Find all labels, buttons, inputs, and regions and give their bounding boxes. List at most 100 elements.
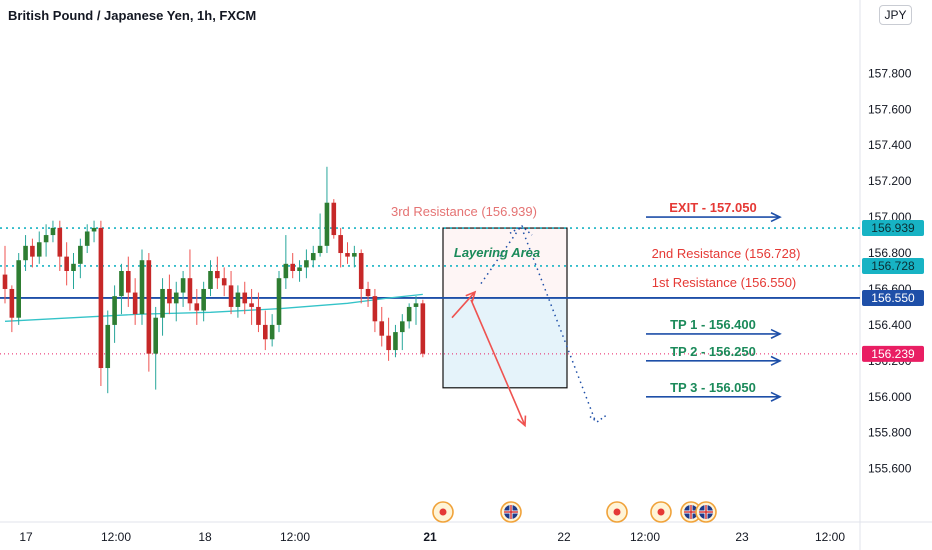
exit-arrow-head — [770, 212, 782, 223]
candle-body — [297, 267, 302, 271]
candle-body — [126, 271, 131, 293]
candle-body — [9, 288, 15, 318]
candle-body — [283, 263, 289, 279]
projection-dotted-path — [480, 224, 596, 421]
price-tag-r3-text: 156.939 — [871, 221, 915, 235]
projection-arrows — [451, 212, 782, 428]
candle-body — [276, 278, 282, 325]
tp2-label: TP 2 - 156.250 — [670, 344, 756, 359]
candle-body — [290, 263, 295, 271]
candle-body — [160, 288, 165, 318]
candle-body — [201, 288, 206, 311]
candle-body — [263, 324, 268, 340]
y-tick-label: 157.600 — [868, 102, 912, 116]
resistance-3-label: 3rd Resistance (156.939) — [391, 204, 537, 219]
candle-body — [173, 292, 179, 304]
candle-body — [167, 288, 172, 304]
x-tick-label: 12:00 — [630, 530, 660, 544]
candle-body — [221, 278, 227, 286]
x-tick-label: 17 — [19, 530, 33, 544]
candle-body — [78, 245, 83, 264]
candle-body — [228, 285, 234, 307]
candle-body — [345, 253, 350, 257]
candle-body — [242, 292, 248, 304]
candle-body — [208, 271, 213, 289]
y-tick-label: 157.400 — [868, 138, 912, 152]
x-axis: 17 12:00 18 12:00 21 22 12:00 23 12:00 — [19, 530, 845, 544]
x-tick-label: 12:00 — [280, 530, 310, 544]
resistance-2-label: 2nd Resistance (156.728) — [652, 246, 801, 261]
price-tag-last-text: 156.239 — [871, 347, 915, 361]
candle-body — [91, 227, 97, 232]
candle-body — [50, 227, 56, 236]
candle-body — [235, 292, 241, 307]
economic-events[interactable] — [432, 501, 717, 523]
price-tag-r1-text: 156.550 — [871, 291, 915, 305]
tp3-arrow-head — [770, 391, 782, 402]
candle-body — [269, 324, 275, 340]
projection-dotted-head-bottom — [589, 414, 608, 423]
drop-arrow-head — [516, 415, 527, 428]
y-tick-label: 156.400 — [868, 318, 912, 332]
layering-box-upper — [443, 228, 567, 298]
event-dot-center — [657, 508, 665, 516]
drop-arrow — [470, 299, 526, 426]
currency-button[interactable]: JPY — [879, 5, 912, 25]
y-tick-label: 157.800 — [868, 66, 912, 80]
candle-body — [338, 235, 343, 254]
x-tick-label: 12:00 — [815, 530, 845, 544]
layering-box-lower — [443, 297, 567, 388]
candle-body — [139, 260, 145, 315]
candle-body — [64, 256, 69, 271]
projection-dotted-head-top — [509, 225, 533, 236]
y-tick-label: 155.600 — [868, 462, 912, 476]
candle-body — [365, 288, 371, 297]
candle-body — [23, 245, 28, 261]
candle-body — [304, 260, 309, 268]
candle-body — [30, 245, 35, 257]
event-dot-center — [439, 508, 447, 516]
price-tag-last — [862, 345, 924, 362]
candle-body — [324, 202, 330, 246]
candle-body — [187, 278, 193, 304]
entry-arrow — [451, 291, 476, 319]
y-tick-label: 156.800 — [868, 246, 912, 260]
candle-body — [36, 242, 42, 257]
x-tick-label: 22 — [557, 530, 571, 544]
candle-body — [331, 202, 337, 236]
candle-body — [57, 227, 63, 257]
tp3-label: TP 3 - 156.050 — [670, 380, 756, 395]
candle-body — [317, 245, 323, 254]
entry-arrow-head — [465, 290, 477, 302]
candle-body — [84, 231, 90, 246]
candle-body — [71, 263, 76, 271]
chart-title: British Pound / Japanese Yen, 1h, FXCM — [8, 8, 257, 23]
candle-body — [393, 332, 398, 351]
price-tag-r2-text: 156.728 — [871, 259, 915, 273]
candle-body — [413, 303, 419, 307]
y-tick-label: 156.000 — [868, 390, 912, 404]
candle-body — [146, 260, 152, 354]
y-tick-label: 155.800 — [868, 426, 912, 440]
exit-label: EXIT - 157.050 — [669, 200, 756, 215]
layering-area-label: Layering Area — [454, 245, 540, 260]
candle-body — [16, 260, 21, 318]
candle-body — [119, 271, 124, 297]
event-dot-center — [613, 508, 621, 516]
candle-body — [400, 321, 405, 333]
candles — [2, 166, 426, 394]
candle-body — [386, 335, 391, 351]
candle-body — [98, 227, 104, 369]
price-tag-r2 — [862, 257, 924, 274]
candle-body — [43, 235, 49, 243]
candle-body — [310, 253, 316, 261]
candle-body — [194, 303, 200, 311]
candle-body — [358, 253, 364, 289]
x-tick-label: 12:00 — [101, 530, 131, 544]
candle-body — [153, 317, 158, 354]
candle-body — [215, 271, 220, 279]
x-tick-label: 21 — [423, 530, 437, 544]
x-tick-label: 18 — [198, 530, 212, 544]
price-tags: 156.939 156.728 156.550 156.239 — [862, 220, 924, 362]
